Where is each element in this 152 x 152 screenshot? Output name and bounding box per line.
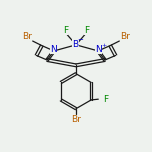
Text: F: F [103,95,108,104]
Text: Br: Br [121,32,130,41]
Text: −: − [78,37,83,43]
Text: F: F [84,26,89,35]
Text: B: B [72,40,78,49]
Text: Br: Br [71,115,81,124]
Text: N: N [95,45,102,54]
Text: N: N [50,45,57,54]
Text: Br: Br [22,32,31,41]
Text: +: + [101,43,106,48]
Text: F: F [63,26,68,35]
